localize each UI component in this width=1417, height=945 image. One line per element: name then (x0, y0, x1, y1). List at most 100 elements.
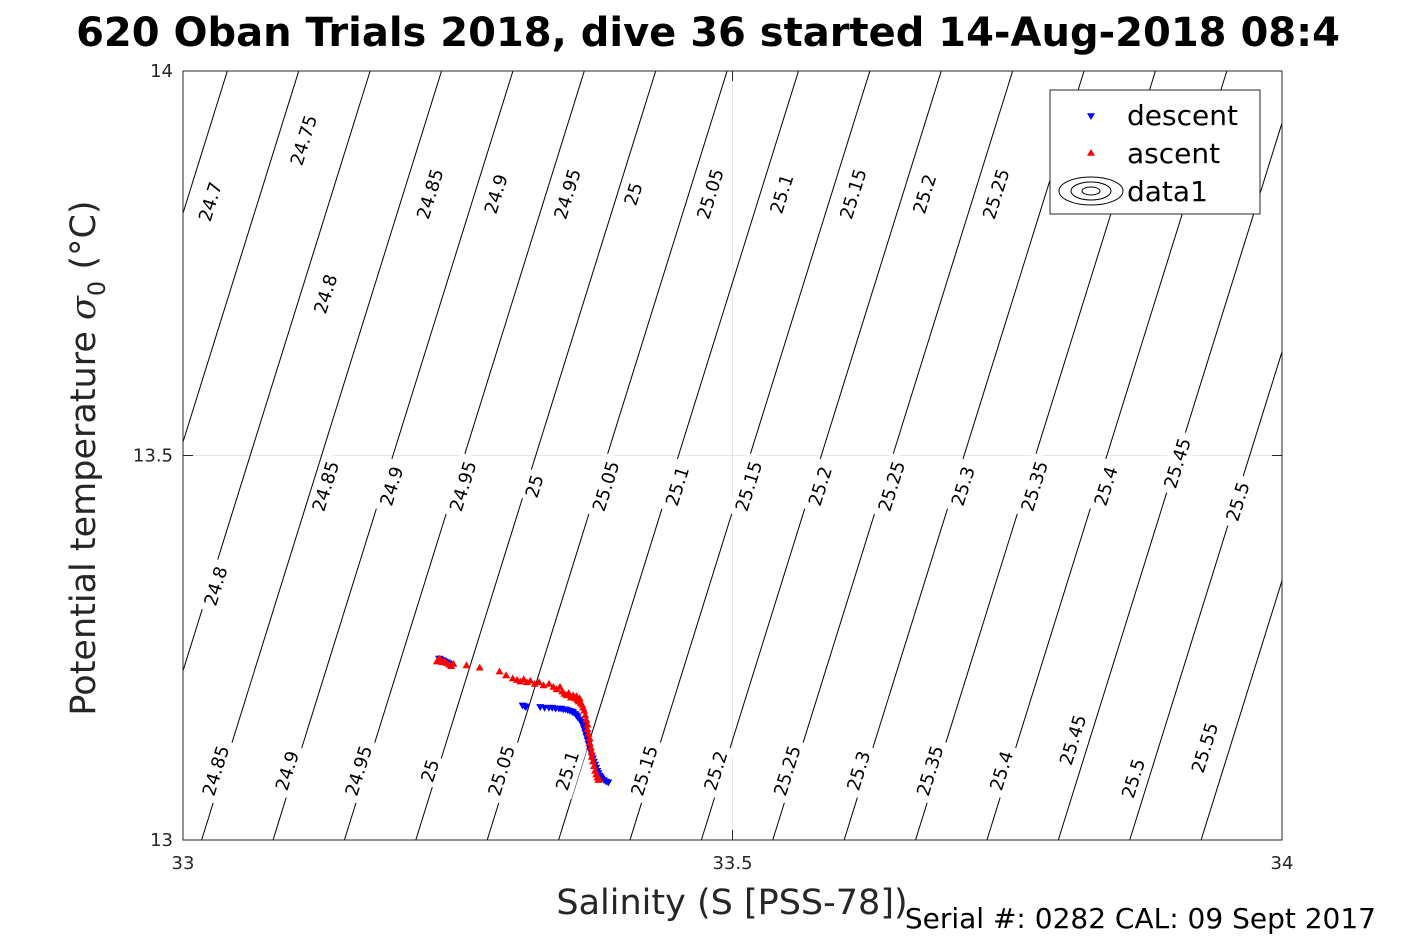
contour-label-gap (518, 468, 551, 505)
contour-label: 25 (617, 176, 650, 212)
contour-label-gap (728, 452, 770, 520)
ascent-point (581, 711, 590, 719)
contour-label-gap (617, 176, 650, 212)
contour-label-gap (196, 557, 236, 615)
legend-ascent-marker (1087, 149, 1095, 156)
y-tick-label: 13 (150, 830, 173, 851)
chart-title: 620 Oban Trials 2018, dive 36 started 14… (76, 10, 1340, 56)
ascent-point (585, 739, 594, 746)
y-axis-label-sub: 0 (83, 281, 111, 296)
y-axis-label-main: Potential temperature (64, 320, 104, 716)
ascent-point (586, 743, 595, 751)
contour-line-25-3 (843, 71, 1085, 840)
contour-label-gap (306, 265, 346, 323)
contour-label-gap (414, 752, 447, 789)
contour-label-gap (338, 737, 380, 805)
y-axis-label: Potential temperature σ0 (°C) (64, 200, 111, 715)
axis-ticks: 33 33.5 34 13 13.5 14 (133, 61, 1294, 874)
ascent-point (575, 694, 584, 702)
legend-data1-label: data1 (1127, 175, 1208, 208)
legend-ascent-label: ascent (1127, 137, 1220, 170)
ascent-point (535, 678, 544, 686)
contour-label-gap (1156, 429, 1199, 497)
contour-line-24-75 (183, 71, 300, 444)
descent-point (579, 721, 588, 729)
contour-line-25 (415, 71, 657, 840)
ascent-point (584, 729, 593, 737)
ascent-point (588, 757, 597, 765)
legend-descent-label: descent (1127, 99, 1238, 132)
contour-label-gap (909, 737, 952, 805)
ascent-point (583, 725, 592, 733)
contour-line-24-7 (183, 71, 228, 215)
legend-box (1049, 89, 1261, 215)
y-tick-label: 13.5 (133, 446, 173, 467)
contour-label-gap (283, 106, 325, 174)
contour-label-gap (762, 165, 802, 223)
ascent-point (495, 667, 504, 675)
ascent-point (587, 748, 596, 756)
descent-point (604, 779, 613, 787)
contour-label-gap (1013, 452, 1056, 520)
contour-label-gap (585, 452, 627, 520)
contour-label: 25 (518, 468, 551, 505)
ascent-point (583, 720, 592, 728)
contour-label-gap (372, 457, 412, 515)
contour-line-24-9 (272, 71, 514, 840)
x-tick-label: 33 (172, 853, 195, 874)
contour-label-gap (623, 737, 666, 805)
contour-label-gap (1086, 457, 1126, 515)
contour-label: 25.1 (762, 165, 802, 223)
contour-label-gap (195, 737, 237, 805)
contour-label-gap (871, 452, 913, 520)
contour-label-gap (480, 737, 523, 805)
contour-label-gap (905, 165, 945, 223)
contour-label: 25 (414, 752, 447, 789)
contour-label-gap (1184, 714, 1226, 782)
y-axis-label-unit: (°C) (64, 200, 104, 280)
contour-label-gap (1052, 706, 1095, 774)
contour-label-gap (442, 452, 485, 520)
contour-label-gap (305, 452, 347, 520)
legend-contour-icon (1058, 176, 1124, 206)
contour-label-gap (696, 742, 736, 800)
serial-calibration-footer: Serial #: 0282 CAL: 09 Sept 2017 (905, 902, 1376, 935)
contour-label-gap (944, 457, 983, 515)
contour-line-25-1 (558, 71, 799, 840)
ascent-point (449, 659, 458, 667)
ascent-point (587, 752, 596, 760)
legend-descent-triangle (1087, 113, 1095, 120)
legend: descent ascent data1 (1049, 89, 1261, 215)
y-axis-label-sigma: σ (64, 295, 104, 320)
ascent-point (580, 706, 589, 714)
contour-label-gap (548, 742, 587, 800)
series-ascent (432, 654, 604, 783)
ascent-point (591, 766, 600, 774)
contour-label-gap (1218, 473, 1258, 531)
contour-label-gap (975, 160, 1018, 228)
ascent-point (519, 675, 528, 683)
ascent-point (526, 676, 535, 684)
contour-label-gap (766, 737, 809, 805)
data-points (432, 654, 613, 787)
contour-label-gap (658, 457, 697, 515)
ascent-point (585, 734, 594, 742)
contour-label-gap (982, 742, 1021, 800)
contour-label-gap (839, 742, 879, 800)
ascent-point (508, 674, 517, 682)
ascent-point (582, 716, 591, 723)
x-tick-label: 33.5 (712, 853, 752, 874)
ascent-point (544, 679, 553, 687)
contour-label-gap (477, 165, 516, 223)
contour-line-24-8 (183, 71, 371, 673)
x-axis-label: Salinity (S [PSS-78]) (556, 883, 907, 923)
ascent-point (502, 671, 511, 679)
contour-label-gap (801, 457, 840, 515)
contour-label-gap (409, 160, 452, 228)
ascent-point (475, 663, 484, 671)
contour-line-25-2 (700, 71, 942, 840)
contour-label-gap (191, 173, 230, 231)
ascent-point (595, 775, 604, 783)
contour-label-gap (689, 160, 732, 228)
contour-label-gap (268, 742, 307, 800)
